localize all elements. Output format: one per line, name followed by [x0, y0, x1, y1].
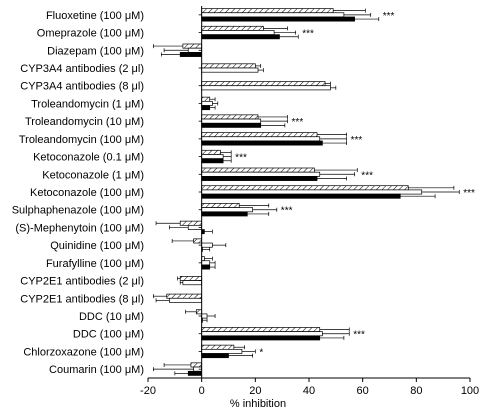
bar-solid [201, 176, 318, 181]
bar-hatched [201, 167, 315, 173]
category-label: Ketoconazole (100 μM) [30, 187, 144, 199]
category-label: Coumarin (100 μM) [49, 364, 144, 376]
bar-solid [201, 105, 211, 111]
bar-open [201, 118, 262, 124]
bar-solid [201, 264, 211, 270]
plot-area [153, 8, 460, 376]
bar-open [201, 12, 345, 18]
bar-solid [201, 34, 280, 40]
category-label: CYP3A4 antibodies (2 μl) [20, 63, 144, 75]
bar-open [201, 85, 331, 91]
bar-solid [201, 335, 321, 341]
category-label: Quinidine (100 μM) [50, 240, 144, 252]
category-label: CYP2E1 antibodies (8 μl) [20, 293, 144, 305]
bar-solid [201, 193, 401, 199]
bar-hatched [179, 276, 203, 281]
category-label: Troleandomycin (1 μM) [31, 98, 144, 110]
bar-hatched [195, 309, 203, 315]
significance-marker: *** [281, 206, 293, 217]
category-label: Ketoconazole (1 μM) [42, 169, 144, 181]
category-label: Omeprazole (100 μM) [37, 28, 144, 40]
bar-hatched [201, 327, 321, 332]
bar-hatched [201, 81, 326, 87]
bar-solid [201, 158, 224, 164]
bar-solid [201, 353, 229, 359]
category-label: DDC (10 μM) [79, 311, 144, 323]
axis-layer: % inhibition -20 0 20 40 60 80 100 Fluoxetine (… [12, 6, 479, 410]
bar-hatched [182, 43, 203, 49]
x-tick-label: 0 [199, 385, 205, 397]
bar-open [201, 171, 321, 177]
bar-open [201, 136, 321, 142]
bar-open [201, 154, 224, 160]
x-tick-label: 40 [303, 385, 315, 397]
category-label: Diazepam (100 μM) [47, 45, 144, 57]
category-label: CYP3A4 antibodies (8 μl) [20, 81, 144, 93]
bar-solid [201, 140, 323, 146]
bar-solid [201, 122, 262, 128]
category-label: Ketoconazole (0.1 μM) [33, 152, 144, 164]
category-label: (S)-Mephenytoin (100 μM) [15, 222, 144, 234]
category-label: Troleandomycin (100 μM) [19, 134, 144, 146]
x-tick-label: 60 [357, 385, 369, 397]
bar-hatched [201, 185, 409, 191]
bar-open [201, 189, 423, 195]
bar-hatched [179, 220, 203, 226]
x-axis-label: % inhibition [230, 398, 286, 410]
bar-open [201, 313, 208, 319]
bar-solid [187, 370, 203, 376]
significance-marker: *** [292, 117, 304, 128]
category-label: CYP2E1 antibodies (2 μl) [20, 276, 144, 288]
bar-open [201, 242, 213, 248]
bar-open [201, 260, 211, 266]
bar-open [201, 67, 259, 73]
bar-hatched [193, 238, 203, 244]
x-tick-label: 20 [249, 385, 261, 397]
bar-open [201, 207, 254, 213]
bar-hatched [201, 132, 318, 138]
significance-marker: *** [302, 29, 314, 40]
significance-marker: *** [383, 11, 395, 22]
bar-hatched [201, 8, 334, 14]
category-label: Fluoxetine (100 μM) [46, 10, 144, 22]
category-label: Troleandomycin (10 μM) [25, 116, 144, 128]
bar-hatched [190, 362, 203, 368]
significance-marker: *** [361, 170, 373, 181]
category-label: Chlorzoxazone (100 μM) [23, 346, 144, 358]
category-label: Furafylline (100 μM) [46, 258, 144, 270]
category-label: Sulphaphenazole (100 μM) [12, 205, 144, 217]
significance-marker: *** [351, 135, 363, 146]
x-tick-label: -20 [140, 385, 156, 397]
bar-open [201, 100, 213, 106]
bar-solid [201, 211, 248, 217]
bar-hatched [201, 96, 211, 102]
bar-open [169, 297, 203, 303]
bar-hatched [201, 344, 235, 350]
significance-marker: *** [353, 330, 365, 341]
bar-open [201, 331, 323, 337]
bar-hatched [201, 203, 240, 208]
bar-open [201, 30, 275, 36]
bar-solid [179, 52, 203, 57]
x-tick-label: 100 [461, 385, 479, 397]
bar-hatched [166, 293, 203, 299]
bar-hatched [201, 114, 259, 120]
significance-marker: *** [463, 188, 475, 199]
bar-solid [201, 16, 355, 22]
bar-hatched [201, 25, 264, 31]
significance-marker: * [259, 347, 263, 358]
category-label: DDC (100 μM) [73, 329, 144, 341]
bar-hatched [201, 63, 256, 69]
x-tick-label: 80 [410, 385, 422, 397]
bar-hatched [201, 149, 221, 155]
bar-open [182, 280, 203, 286]
significance-marker: *** [235, 153, 247, 164]
bar-open [201, 348, 243, 354]
